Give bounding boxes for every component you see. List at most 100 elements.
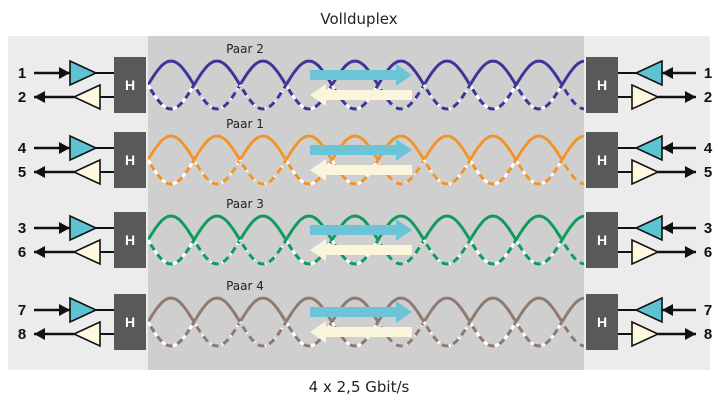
twisted-wire-dashed-colored bbox=[192, 239, 242, 266]
twisted-wire-dashed-colored bbox=[514, 159, 564, 186]
pin-number-left: 5 bbox=[18, 164, 26, 181]
twisted-wire-solid bbox=[422, 214, 472, 241]
pin-number-left: 3 bbox=[18, 220, 26, 237]
twisted-wire-solid bbox=[514, 134, 564, 161]
tx-direction-arrow bbox=[310, 307, 396, 317]
input-arrow-left-head bbox=[59, 222, 70, 234]
output-arrow-left-head bbox=[34, 328, 45, 340]
twisted-wire-solid bbox=[238, 296, 288, 323]
twisted-wire-dashed-colored bbox=[560, 321, 584, 348]
twisted-wire-dashed-colored bbox=[468, 84, 518, 111]
diagram-title: Vollduplex bbox=[320, 10, 397, 28]
twisted-wire-dashed-colored bbox=[238, 159, 288, 186]
output-arrow-right-head bbox=[685, 246, 696, 258]
twisted-wire-dashed-colored bbox=[560, 159, 584, 186]
twisted-wire-solid bbox=[192, 296, 242, 323]
twisted-wire-dashed-colored bbox=[468, 159, 518, 186]
twisted-wire-dashed-colored bbox=[376, 159, 426, 186]
tx-direction-arrow bbox=[310, 70, 396, 80]
tx-direction-arrow-head bbox=[396, 219, 412, 241]
input-arrow-right-head bbox=[662, 67, 673, 79]
input-arrow-right-head bbox=[662, 142, 673, 154]
pair-label: Paar 1 bbox=[226, 117, 264, 131]
twisted-wire-dashed-colored bbox=[148, 239, 196, 266]
rx-direction-arrow bbox=[326, 245, 412, 255]
hybrid-block-right bbox=[586, 132, 618, 188]
twisted-wire-dashed-colored bbox=[422, 239, 472, 266]
twisted-wire-dashed-colored bbox=[560, 84, 584, 111]
twisted-wire-solid bbox=[468, 134, 518, 161]
hybrid-label: H bbox=[597, 77, 607, 93]
hybrid-label: H bbox=[125, 77, 135, 93]
pair-row: Paar 2 H H 1 2 1 2 bbox=[18, 42, 712, 113]
rx-direction-arrow-head bbox=[310, 159, 326, 181]
tx-direction-arrow bbox=[310, 225, 396, 235]
hybrid-block-left bbox=[114, 212, 146, 268]
hybrid-label: H bbox=[597, 314, 607, 330]
twisted-wire-solid bbox=[422, 59, 472, 86]
twisted-wire-solid bbox=[148, 214, 196, 241]
tx-direction-arrow-head bbox=[396, 301, 412, 323]
twisted-wire-solid bbox=[192, 59, 242, 86]
pin-number-left: 6 bbox=[18, 244, 26, 261]
input-arrow-left-head bbox=[59, 304, 70, 316]
twisted-wire-dashed-colored bbox=[422, 84, 472, 111]
hybrid-block-right bbox=[586, 294, 618, 350]
twisted-wire-dashed-colored bbox=[376, 239, 426, 266]
rx-direction-arrow bbox=[326, 90, 412, 100]
twisted-wire-dashed-colored bbox=[238, 84, 288, 111]
tx-direction-arrow-head bbox=[396, 64, 412, 86]
twisted-wire-solid bbox=[468, 214, 518, 241]
input-arrow-left-head bbox=[59, 67, 70, 79]
hybrid-label: H bbox=[125, 152, 135, 168]
twisted-wire-solid bbox=[238, 214, 288, 241]
rx-direction-arrow-head bbox=[310, 239, 326, 261]
twisted-pair bbox=[148, 59, 584, 111]
output-arrow-left-head bbox=[34, 246, 45, 258]
output-arrow-right-head bbox=[685, 166, 696, 178]
diagram-caption: 4 x 2,5 Gbit/s bbox=[309, 378, 410, 396]
hybrid-label: H bbox=[597, 232, 607, 248]
output-arrow-right-head bbox=[685, 328, 696, 340]
twisted-wire-dashed-colored bbox=[422, 321, 472, 348]
hybrid-block-left bbox=[114, 57, 146, 113]
twisted-wire-dashed-colored bbox=[148, 321, 196, 348]
twisted-wire-solid bbox=[238, 59, 288, 86]
hybrid-block-left bbox=[114, 294, 146, 350]
twisted-wire-solid bbox=[560, 296, 584, 323]
rx-direction-arrow-head bbox=[310, 321, 326, 343]
twisted-wire-solid bbox=[148, 134, 196, 161]
twisted-wire-solid bbox=[422, 296, 472, 323]
pin-number-right: 6 bbox=[704, 244, 712, 261]
twisted-wire-dashed-colored bbox=[192, 321, 242, 348]
rx-direction-arrow bbox=[326, 327, 412, 337]
output-arrow-right-head bbox=[685, 91, 696, 103]
twisted-wire-solid bbox=[192, 214, 242, 241]
output-arrow-left-head bbox=[34, 166, 45, 178]
hybrid-label: H bbox=[125, 314, 135, 330]
pin-number-left: 1 bbox=[18, 65, 26, 82]
twisted-wire-dashed-colored bbox=[514, 84, 564, 111]
hybrid-block-right bbox=[586, 212, 618, 268]
twisted-wire-dashed-colored bbox=[468, 239, 518, 266]
twisted-wire-dashed-colored bbox=[238, 239, 288, 266]
twisted-wire-solid bbox=[514, 214, 564, 241]
twisted-wire-dashed-colored bbox=[514, 321, 564, 348]
twisted-wire-solid bbox=[560, 59, 584, 86]
pin-number-right: 5 bbox=[704, 164, 712, 181]
twisted-wire-solid bbox=[192, 134, 242, 161]
twisted-wire-dashed-colored bbox=[376, 321, 426, 348]
pin-number-left: 2 bbox=[18, 89, 26, 106]
input-arrow-left-head bbox=[59, 142, 70, 154]
twisted-wire-dashed-colored bbox=[192, 159, 242, 186]
hybrid-label: H bbox=[125, 232, 135, 248]
twisted-wire-solid bbox=[148, 59, 196, 86]
pin-number-right: 1 bbox=[704, 65, 712, 82]
pin-number-left: 4 bbox=[18, 140, 27, 157]
twisted-wire-solid bbox=[560, 134, 584, 161]
pin-number-right: 2 bbox=[704, 89, 712, 106]
twisted-wire-dashed-colored bbox=[238, 321, 288, 348]
twisted-wire-solid bbox=[148, 296, 196, 323]
